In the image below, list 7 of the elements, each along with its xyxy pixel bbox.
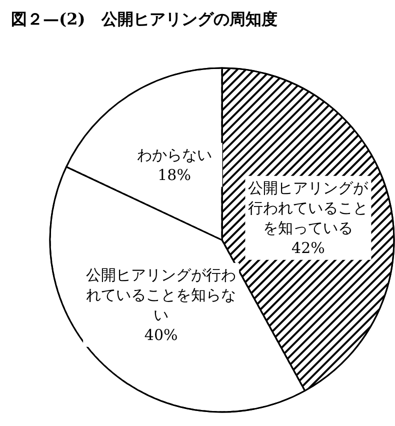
- slice-label: 公開ヒアリングが行われていることを知らない: [86, 266, 236, 324]
- data-label: 40%: [144, 326, 178, 344]
- slice-label: わからない: [136, 146, 212, 164]
- data-label: 18%: [158, 166, 191, 184]
- data-label: 42%: [292, 238, 325, 257]
- chart-title: 図２—(2) 公開ヒアリングの周知度: [11, 10, 278, 28]
- slice-label: 公開ヒアリングが行われていることを知っている: [248, 178, 370, 237]
